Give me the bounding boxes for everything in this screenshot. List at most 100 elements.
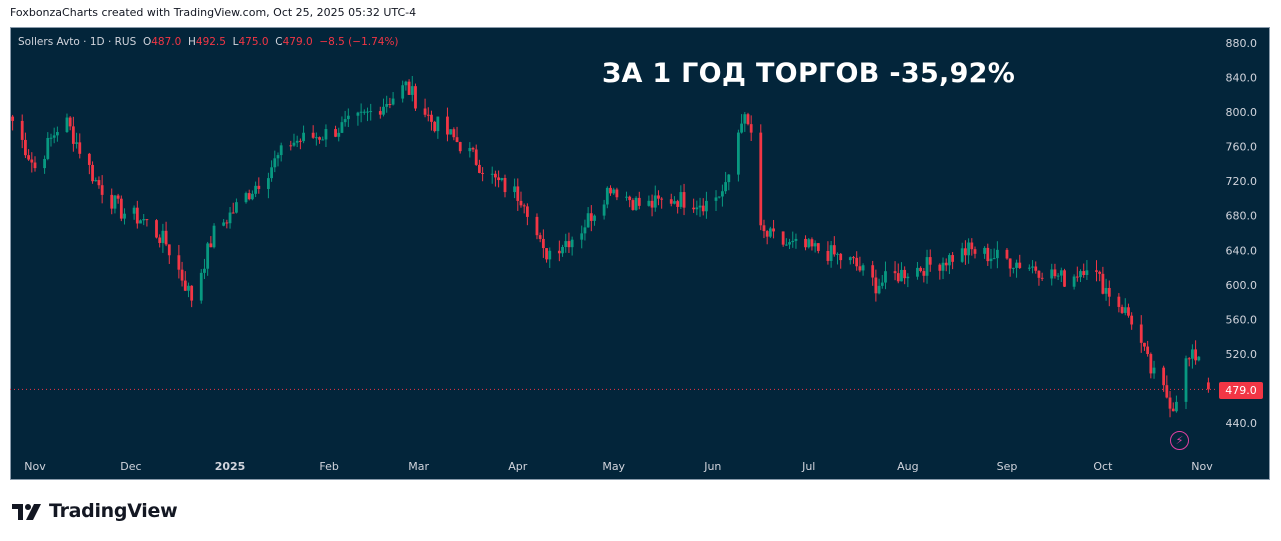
candle-body	[187, 285, 190, 291]
candle-body	[135, 207, 139, 224]
tradingview-logo: TradingView	[12, 500, 178, 522]
candle-body	[612, 189, 616, 194]
candle-body	[235, 202, 238, 213]
last-price-label: 479.0	[1219, 382, 1263, 399]
candle-body	[68, 117, 72, 127]
candle-body	[794, 238, 798, 241]
candle-body	[414, 86, 417, 109]
candle-body	[199, 272, 203, 301]
x-tick-label: Sep	[997, 460, 1018, 473]
candle-body	[385, 104, 389, 107]
candle-body	[871, 265, 875, 278]
candle-body	[321, 139, 325, 141]
candle-body	[1011, 267, 1015, 269]
candle-body	[436, 116, 440, 132]
candle-body	[516, 186, 520, 201]
candle-body	[494, 173, 497, 178]
candle-body	[1005, 249, 1009, 259]
candle-body	[356, 112, 360, 116]
candle-body	[804, 238, 807, 248]
candle-body	[295, 140, 299, 143]
candle-body	[653, 195, 657, 208]
candle-body	[1082, 271, 1086, 275]
candle-body	[71, 126, 75, 144]
candle-body	[1187, 358, 1191, 360]
candle-body	[257, 185, 261, 189]
candle-body	[382, 106, 385, 115]
candle-body	[740, 123, 743, 133]
candle-body	[906, 276, 910, 279]
candle-body	[161, 230, 165, 243]
candle-body	[784, 244, 788, 246]
candle-body	[938, 264, 942, 271]
candle-body	[155, 220, 158, 238]
candle-body	[829, 245, 833, 261]
candle-body	[497, 177, 501, 181]
candle-body	[139, 220, 142, 224]
candle-body	[116, 195, 120, 199]
chart-pane[interactable]	[10, 27, 1270, 480]
candle-body	[481, 172, 485, 174]
candle-body	[989, 258, 993, 262]
legend-low-label: L	[232, 36, 239, 48]
candle-body	[951, 255, 955, 262]
candle-body	[1146, 346, 1150, 355]
candle-body	[724, 182, 728, 192]
candle-body	[1171, 408, 1175, 412]
candle-body	[855, 257, 859, 267]
candle-body	[1059, 270, 1063, 276]
y-tick-label: 640.0	[1226, 244, 1258, 257]
candle-body	[91, 164, 94, 182]
candle-body	[1008, 258, 1012, 269]
candle-body	[1095, 270, 1098, 272]
candle-body	[430, 114, 433, 122]
candle-body	[538, 235, 542, 239]
candle-body	[1130, 315, 1134, 325]
y-tick-label: 720.0	[1226, 175, 1258, 188]
candle-body	[743, 114, 747, 124]
x-tick-label: Nov	[1191, 460, 1213, 473]
candle-body	[75, 142, 78, 144]
candle-body	[20, 120, 24, 140]
candle-body	[541, 238, 545, 249]
candle-body	[24, 139, 27, 156]
lightning-icon[interactable]: ⚡	[1170, 431, 1189, 450]
candle-body	[65, 117, 69, 133]
candle-body	[1149, 354, 1153, 374]
candle-body	[973, 249, 977, 254]
candle-body	[206, 243, 210, 269]
candle-body	[203, 268, 206, 273]
candle-body	[637, 197, 641, 206]
legend-open-value: 487.0	[151, 36, 182, 48]
candle-body	[279, 145, 283, 156]
candle-body	[167, 244, 171, 256]
candle-body	[673, 201, 676, 204]
legend-close-label: C	[275, 36, 283, 48]
candle-body	[340, 122, 344, 133]
candle-body	[1152, 367, 1156, 374]
candle-body	[570, 239, 574, 248]
price-chart[interactable]: 880.0 840.0 800.0 760.0 720.0 680.0 640.0 600.0…	[10, 27, 1270, 480]
legend-symbol: Sollers Avto · 1D · RUS	[18, 36, 137, 48]
candle-body	[631, 200, 635, 210]
candle-body	[378, 111, 382, 115]
candle-body	[765, 231, 769, 237]
candle-body	[474, 149, 478, 165]
candle-body	[928, 257, 932, 265]
candle-body	[369, 111, 373, 113]
candle-body	[142, 219, 146, 221]
candle-body	[247, 193, 251, 200]
candle-body	[836, 253, 839, 255]
candle-body	[580, 233, 584, 240]
candle-body	[1165, 385, 1169, 398]
candle-body	[925, 257, 929, 276]
candle-body	[359, 111, 363, 113]
candle-body	[123, 213, 126, 219]
candle-body	[212, 225, 216, 248]
candle-body	[679, 192, 683, 207]
candle-body	[695, 207, 699, 210]
candle-body	[992, 258, 996, 260]
x-tick-label: May	[602, 460, 625, 473]
candle-body	[525, 206, 529, 217]
candle-body	[903, 269, 907, 279]
